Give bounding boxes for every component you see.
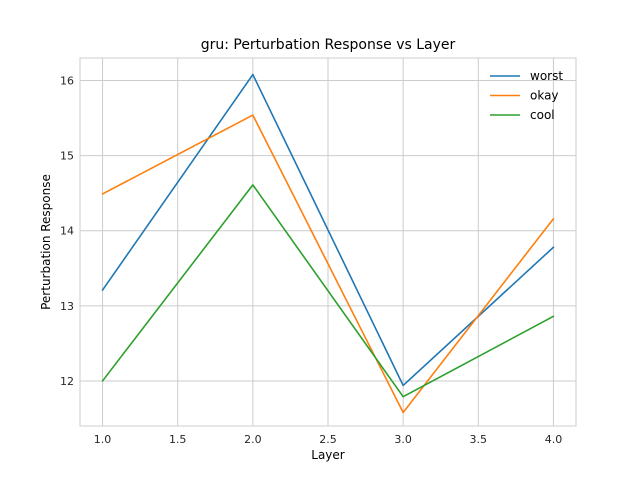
plot-frame — [79, 57, 577, 427]
chart-title: gru: Perturbation Response vs Layer — [201, 37, 456, 53]
x-tick-label: 2.0 — [244, 433, 262, 446]
x-tick-label: 2.5 — [319, 433, 337, 446]
y-tick-label: 12 — [60, 375, 74, 388]
x-axis-ticks: 1.0 1.5 2.0 2.5 3.0 3.5 4.0 — [94, 433, 562, 446]
y-tick-label: 15 — [60, 150, 74, 163]
y-tick-label: 13 — [60, 300, 74, 313]
x-tick-label: 4.0 — [545, 433, 563, 446]
x-tick-label: 3.5 — [470, 433, 488, 446]
series-line-cool — [101, 184, 555, 398]
series-layer — [101, 73, 555, 414]
legend-label-okay: okay — [530, 89, 559, 103]
y-tick-label: 16 — [60, 75, 74, 88]
legend: worst okay cool — [490, 69, 563, 122]
legend-label-cool: cool — [530, 108, 555, 122]
y-tick-label: 14 — [60, 225, 74, 238]
series-line-okay — [101, 114, 555, 414]
x-tick-label: 3.0 — [394, 433, 412, 446]
x-tick-label: 1.0 — [94, 433, 112, 446]
grid-layer — [80, 58, 576, 426]
x-tick-label: 1.5 — [169, 433, 187, 446]
x-axis-label: Layer — [311, 448, 345, 462]
y-axis-ticks: 12 13 14 15 16 — [60, 75, 74, 388]
y-axis-label: Perturbation Response — [39, 174, 53, 310]
legend-label-worst: worst — [530, 69, 563, 83]
